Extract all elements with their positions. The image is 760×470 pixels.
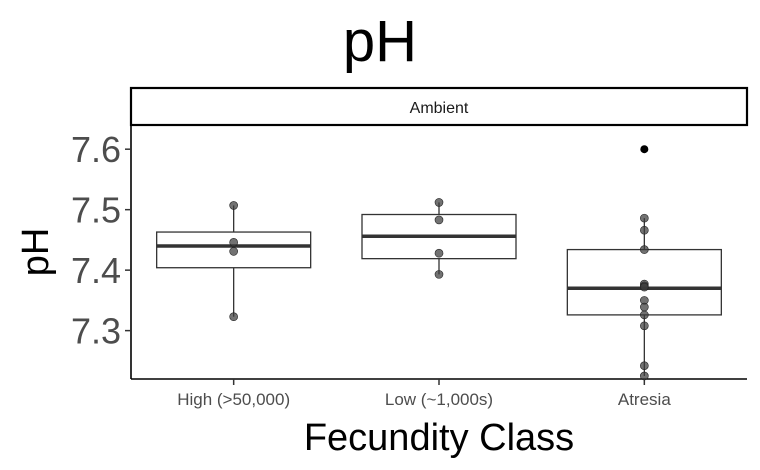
y-tick-label: 7.5 — [71, 190, 121, 231]
data-point — [640, 225, 649, 235]
facet-label: Ambient — [410, 100, 469, 117]
box-2 — [361, 202, 517, 275]
x-tick-label: Atresia — [618, 390, 671, 409]
data-point — [229, 201, 238, 210]
data-point — [640, 371, 649, 381]
box-1 — [156, 205, 312, 317]
data-point — [229, 238, 238, 247]
data-point — [640, 282, 649, 292]
y-tick-label: 7.3 — [71, 311, 121, 352]
data-point — [434, 215, 444, 225]
x-axis-title: Fecundity Class — [304, 417, 574, 459]
y-axis-title: pH — [15, 228, 57, 277]
data-point — [434, 248, 444, 258]
data-point — [434, 198, 444, 207]
outlier-point — [640, 145, 649, 154]
y-tick-label: 7.6 — [71, 129, 121, 170]
chart-title: pH — [342, 9, 418, 74]
boxes — [156, 202, 722, 376]
data-point — [640, 245, 649, 254]
data-point — [640, 213, 649, 223]
y-tick-label: 7.4 — [71, 250, 121, 291]
facet-strip: Ambient — [129, 86, 749, 127]
data-point — [640, 321, 649, 331]
data-point — [640, 361, 649, 370]
data-point — [434, 270, 444, 279]
x-tick-label: Low (~1,000s) — [385, 390, 493, 409]
data-points — [229, 145, 649, 381]
data-point — [640, 302, 649, 312]
data-point — [640, 310, 649, 320]
data-point — [229, 247, 238, 256]
data-point — [229, 312, 238, 322]
y-ticks: 7.3 7.4 7.5 7.6 — [71, 129, 131, 352]
x-tick-label: High (>50,000) — [177, 390, 290, 409]
x-ticks: High (>50,000) Low (~1,000s) Atresia — [177, 379, 671, 409]
